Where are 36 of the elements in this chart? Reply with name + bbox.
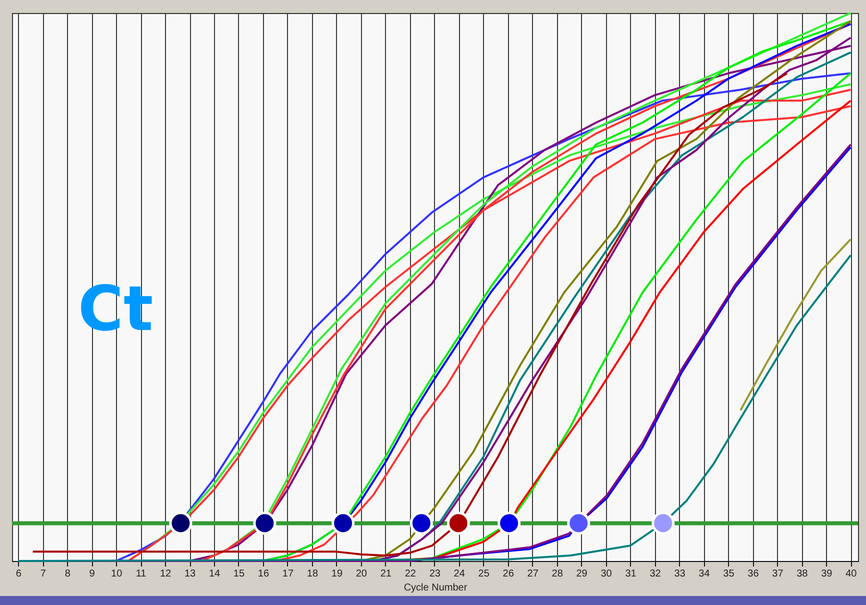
x-tick-label: 19	[331, 568, 343, 580]
x-tick-label: 27	[527, 568, 539, 580]
x-tick-label: 33	[674, 568, 686, 580]
x-tick-label: 13	[184, 568, 196, 580]
x-tick-label: 17	[282, 568, 294, 580]
x-tick-label: 12	[160, 568, 172, 580]
x-tick-label: 9	[89, 568, 96, 580]
x-tick-label: 16	[258, 568, 270, 580]
x-tick-label: 23	[429, 568, 441, 580]
x-tick-label: 40	[846, 568, 858, 580]
x-tick-label: 10	[111, 568, 123, 580]
x-tick-label: 28	[552, 568, 564, 580]
x-tick-label: 38	[796, 568, 808, 580]
x-tick-label: 36	[748, 568, 760, 580]
x-tick-label: 31	[625, 568, 637, 580]
x-tick-label: 39	[821, 568, 833, 580]
x-tick-label: 29	[576, 568, 588, 580]
x-tick-label: 26	[502, 568, 514, 580]
x-tick-label: 22	[404, 568, 416, 580]
x-tick-label: 11	[136, 568, 147, 580]
x-tick-label: 8	[64, 568, 71, 580]
x-tick-label: 35	[723, 568, 735, 580]
x-tick-label: 20	[356, 568, 368, 580]
x-axis-title: Cycle Number	[404, 582, 468, 594]
x-tick-label: 15	[233, 568, 245, 580]
x-tick-label: 30	[600, 568, 612, 580]
x-tick-label: 37	[772, 568, 784, 580]
x-tick-label: 18	[306, 568, 318, 580]
x-tick-label: 7	[40, 568, 46, 580]
x-tick-label: 24	[454, 568, 466, 580]
x-tick-label: 21	[380, 568, 392, 580]
x-tick-label: 14	[208, 568, 221, 580]
x-tick-label: 34	[698, 568, 710, 580]
x-tick-label: 32	[650, 568, 662, 580]
x-tick-label: 6	[16, 568, 22, 580]
x-tick-label: 25	[478, 568, 490, 580]
